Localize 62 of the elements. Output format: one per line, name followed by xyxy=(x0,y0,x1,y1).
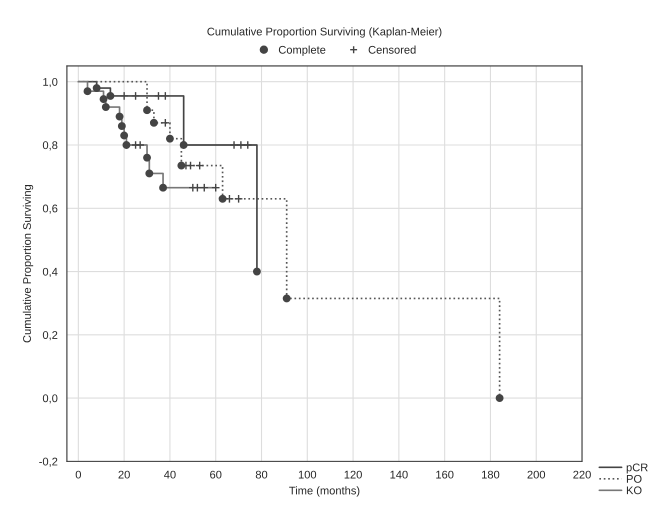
point xyxy=(160,91,170,100)
point xyxy=(200,183,209,192)
y-tick-label: 0,8 xyxy=(42,141,58,150)
x-tick-label: 40 xyxy=(164,470,176,479)
point xyxy=(122,141,130,149)
point xyxy=(192,183,202,192)
point xyxy=(230,140,239,150)
y-tick-label: 0,4 xyxy=(42,268,58,277)
x-tick-label: 60 xyxy=(210,470,222,479)
point xyxy=(100,95,108,104)
point xyxy=(145,170,154,178)
x-tick-label: 200 xyxy=(528,470,546,479)
y-axis-title: Cumulative Proportion Surviving xyxy=(22,184,34,342)
x-tick-label: 20 xyxy=(118,470,130,479)
point xyxy=(106,92,114,100)
x-axis-title: Time (months) xyxy=(289,486,360,497)
point xyxy=(236,140,246,150)
y-tick-label: 1,0 xyxy=(43,78,58,88)
point xyxy=(166,134,174,143)
point xyxy=(143,154,151,162)
x-tick-label: 100 xyxy=(298,470,316,479)
legend-label: Complete xyxy=(278,46,326,56)
x-tick-label: 220 xyxy=(573,470,591,479)
point xyxy=(136,140,145,150)
legend-label: Censored xyxy=(368,46,416,54)
point xyxy=(120,91,129,100)
point xyxy=(195,161,204,170)
point xyxy=(186,161,196,170)
point xyxy=(84,87,92,96)
point xyxy=(252,268,261,276)
y-tick-label: 0,0 xyxy=(42,394,58,404)
x-tick-label: 160 xyxy=(436,470,454,479)
point xyxy=(92,84,101,92)
point xyxy=(150,118,158,127)
point xyxy=(118,122,126,130)
legend-label: pCR xyxy=(626,463,648,474)
legend-label: PO xyxy=(626,474,642,483)
point xyxy=(180,141,188,149)
legend-label: KO xyxy=(626,486,642,494)
point xyxy=(496,394,504,402)
x-tick-label: 80 xyxy=(256,470,268,479)
point xyxy=(160,118,170,128)
x-tick-label: 120 xyxy=(344,470,362,479)
y-tick-label: 0,6 xyxy=(42,204,58,214)
x-tick-label: 180 xyxy=(482,470,500,479)
point xyxy=(120,132,128,140)
x-tick-label: 0 xyxy=(76,470,82,479)
point xyxy=(131,91,140,100)
point xyxy=(282,294,291,302)
point xyxy=(116,112,124,120)
x-tick-label: 140 xyxy=(390,470,408,479)
point xyxy=(211,183,220,192)
point xyxy=(218,194,227,203)
point xyxy=(159,184,168,192)
y-tick-label: -0,2 xyxy=(39,458,58,467)
chart-title: Cumulative Proportion Surviving (Kaplan-Meier) xyxy=(207,27,442,38)
y-tick-label: 0,2 xyxy=(42,331,58,340)
point xyxy=(234,194,244,204)
point xyxy=(143,106,151,114)
point xyxy=(154,91,163,100)
point xyxy=(102,103,110,111)
point xyxy=(243,140,252,150)
